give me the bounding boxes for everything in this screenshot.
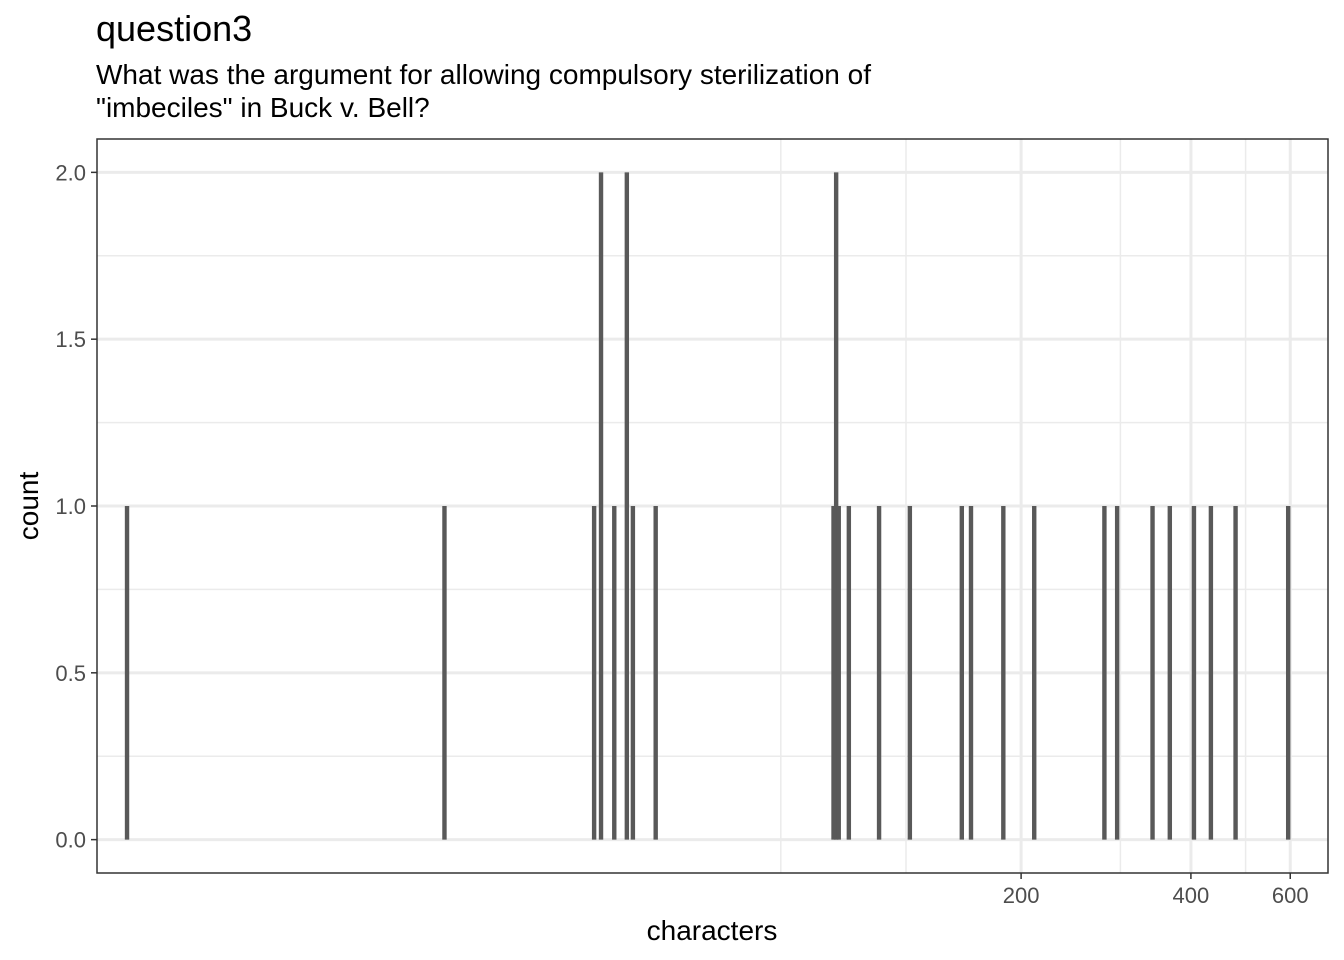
bar: [968, 506, 974, 840]
y-tick-label: 0.5: [55, 661, 86, 686]
bar: [630, 506, 636, 840]
bar: [833, 172, 839, 840]
bar: [1150, 506, 1155, 840]
bar: [624, 172, 630, 840]
bar: [1285, 506, 1291, 840]
bar: [959, 506, 965, 840]
bar: [876, 506, 882, 840]
bars: [124, 172, 1291, 840]
bar: [907, 506, 913, 840]
bar: [846, 506, 852, 840]
bar: [1102, 506, 1107, 840]
bar: [1233, 506, 1238, 840]
bar: [124, 506, 130, 840]
axes: 0.0 0.5 1.0 1.5 2.0 200 400 600: [55, 160, 1308, 908]
bar: [442, 506, 447, 840]
bar: [612, 506, 617, 840]
bar: [831, 506, 836, 840]
bar: [653, 506, 658, 840]
y-tick-label: 0.0: [55, 828, 86, 853]
bar: [836, 506, 841, 840]
bar: [1208, 506, 1214, 840]
x-tick-label: 400: [1173, 883, 1210, 908]
y-tick-label: 1.0: [55, 494, 86, 519]
x-axis-title: characters: [647, 915, 778, 946]
bar: [598, 172, 604, 840]
x-tick-label: 200: [1003, 883, 1040, 908]
bar: [591, 506, 597, 840]
chart-title: question3: [96, 8, 253, 49]
bar: [1114, 506, 1120, 840]
bar: [1167, 506, 1173, 840]
bar: [1001, 506, 1006, 840]
y-axis-title: count: [13, 472, 44, 541]
bar: [1032, 506, 1037, 840]
y-tick-label: 2.0: [55, 160, 86, 185]
x-tick-label: 600: [1272, 883, 1309, 908]
chart-subtitle: What was the argument for allowing compu…: [96, 59, 872, 123]
y-tick-label: 1.5: [55, 327, 86, 352]
bar: [1191, 506, 1197, 840]
